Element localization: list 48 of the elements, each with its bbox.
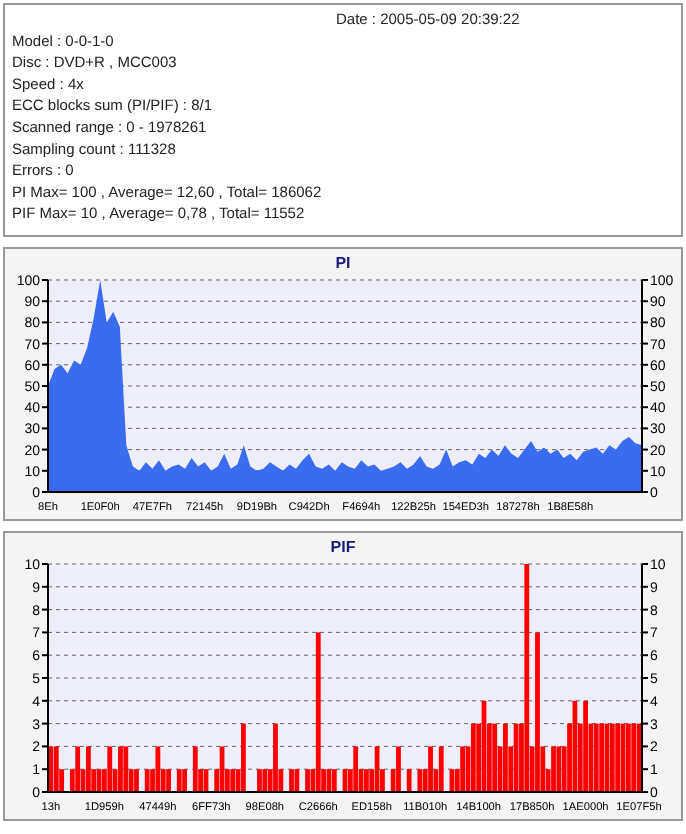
bar	[615, 723, 621, 792]
bar	[273, 723, 278, 792]
bar	[502, 723, 508, 792]
chart-title: PI	[335, 254, 351, 272]
bar	[417, 769, 423, 792]
bar	[123, 746, 129, 792]
bar	[118, 746, 123, 792]
bar	[176, 769, 182, 792]
bar	[305, 769, 310, 792]
bar	[192, 746, 198, 792]
bar	[396, 746, 401, 792]
bar	[460, 746, 466, 792]
bar	[166, 769, 171, 792]
bar	[551, 746, 556, 792]
bar	[572, 700, 578, 792]
bar	[257, 769, 262, 792]
bar	[289, 769, 294, 792]
bar	[107, 746, 113, 792]
bar	[470, 723, 476, 792]
bar	[556, 746, 562, 792]
bar	[583, 700, 588, 792]
bar	[428, 746, 433, 792]
bar	[535, 632, 540, 792]
bar	[353, 746, 359, 792]
bar	[593, 723, 599, 792]
bar	[315, 632, 321, 792]
bar	[406, 769, 412, 792]
bar	[134, 769, 139, 792]
bar	[230, 769, 236, 792]
bar	[182, 769, 188, 792]
bar	[524, 564, 530, 792]
bar	[144, 769, 150, 792]
bar	[599, 723, 605, 792]
bar	[155, 746, 161, 792]
bar	[53, 746, 59, 792]
bar	[294, 769, 300, 792]
bar	[609, 723, 615, 792]
bar	[438, 746, 444, 792]
chart-title: PIF	[330, 538, 356, 556]
bar	[262, 769, 268, 792]
bar	[363, 769, 369, 792]
bar	[75, 746, 81, 792]
bar	[85, 746, 91, 792]
bar	[241, 723, 246, 792]
bar	[331, 769, 337, 792]
bar	[625, 723, 631, 792]
bar	[492, 723, 498, 792]
bar	[631, 723, 637, 792]
